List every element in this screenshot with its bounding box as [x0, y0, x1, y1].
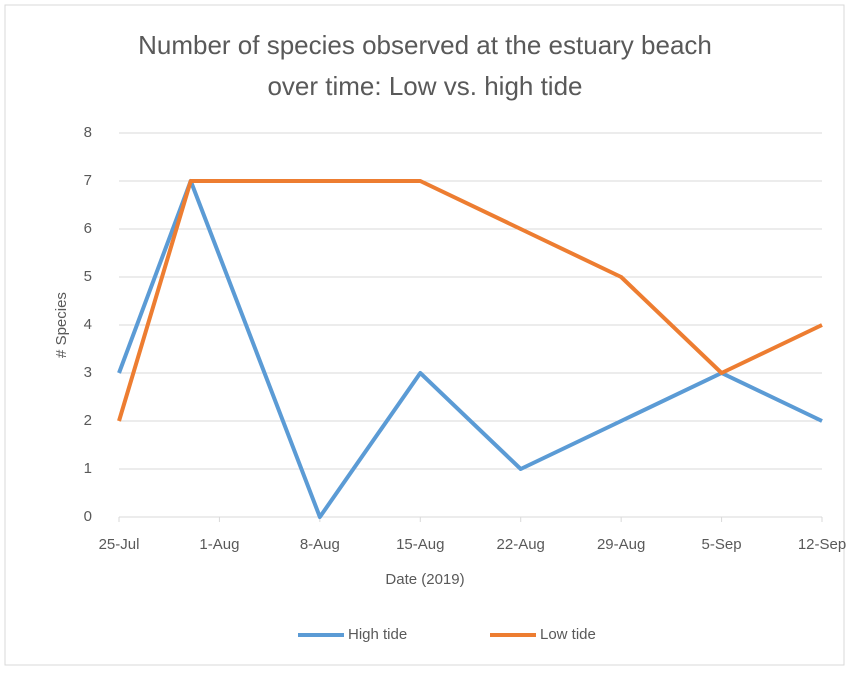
x-tick-label: 1-Aug: [199, 536, 239, 553]
x-tick-label: 15-Aug: [396, 536, 444, 553]
y-tick-label: 1: [84, 460, 92, 477]
x-axis-label: Date (2019): [385, 571, 464, 588]
x-tick-label: 22-Aug: [497, 536, 545, 553]
chart-title: Number of species observed at the estuar…: [138, 30, 712, 60]
y-tick-label: 3: [84, 364, 92, 381]
legend-label: Low tide: [540, 626, 596, 643]
x-tick-label: 12-Sep: [798, 536, 846, 553]
x-tick-label: 29-Aug: [597, 536, 645, 553]
legend-label: High tide: [348, 626, 407, 643]
series-line: [117, 179, 823, 422]
y-tick-label: 0: [84, 508, 92, 525]
x-tick-label: 25-Jul: [99, 536, 140, 553]
y-tick-label: 8: [84, 124, 92, 141]
y-tick-label: 5: [84, 268, 92, 285]
y-axis-label: # Species: [53, 292, 70, 358]
x-tick-label: 8-Aug: [300, 536, 340, 553]
y-tick-label: 2: [84, 412, 92, 429]
y-tick-label: 6: [84, 220, 92, 237]
y-tick-label: 4: [84, 316, 92, 333]
x-tick-label: 5-Sep: [702, 536, 742, 553]
chart-title: over time: Low vs. high tide: [267, 71, 582, 101]
y-tick-label: 7: [84, 172, 92, 189]
chart-frame: [4, 4, 845, 666]
series-line: [117, 179, 823, 519]
